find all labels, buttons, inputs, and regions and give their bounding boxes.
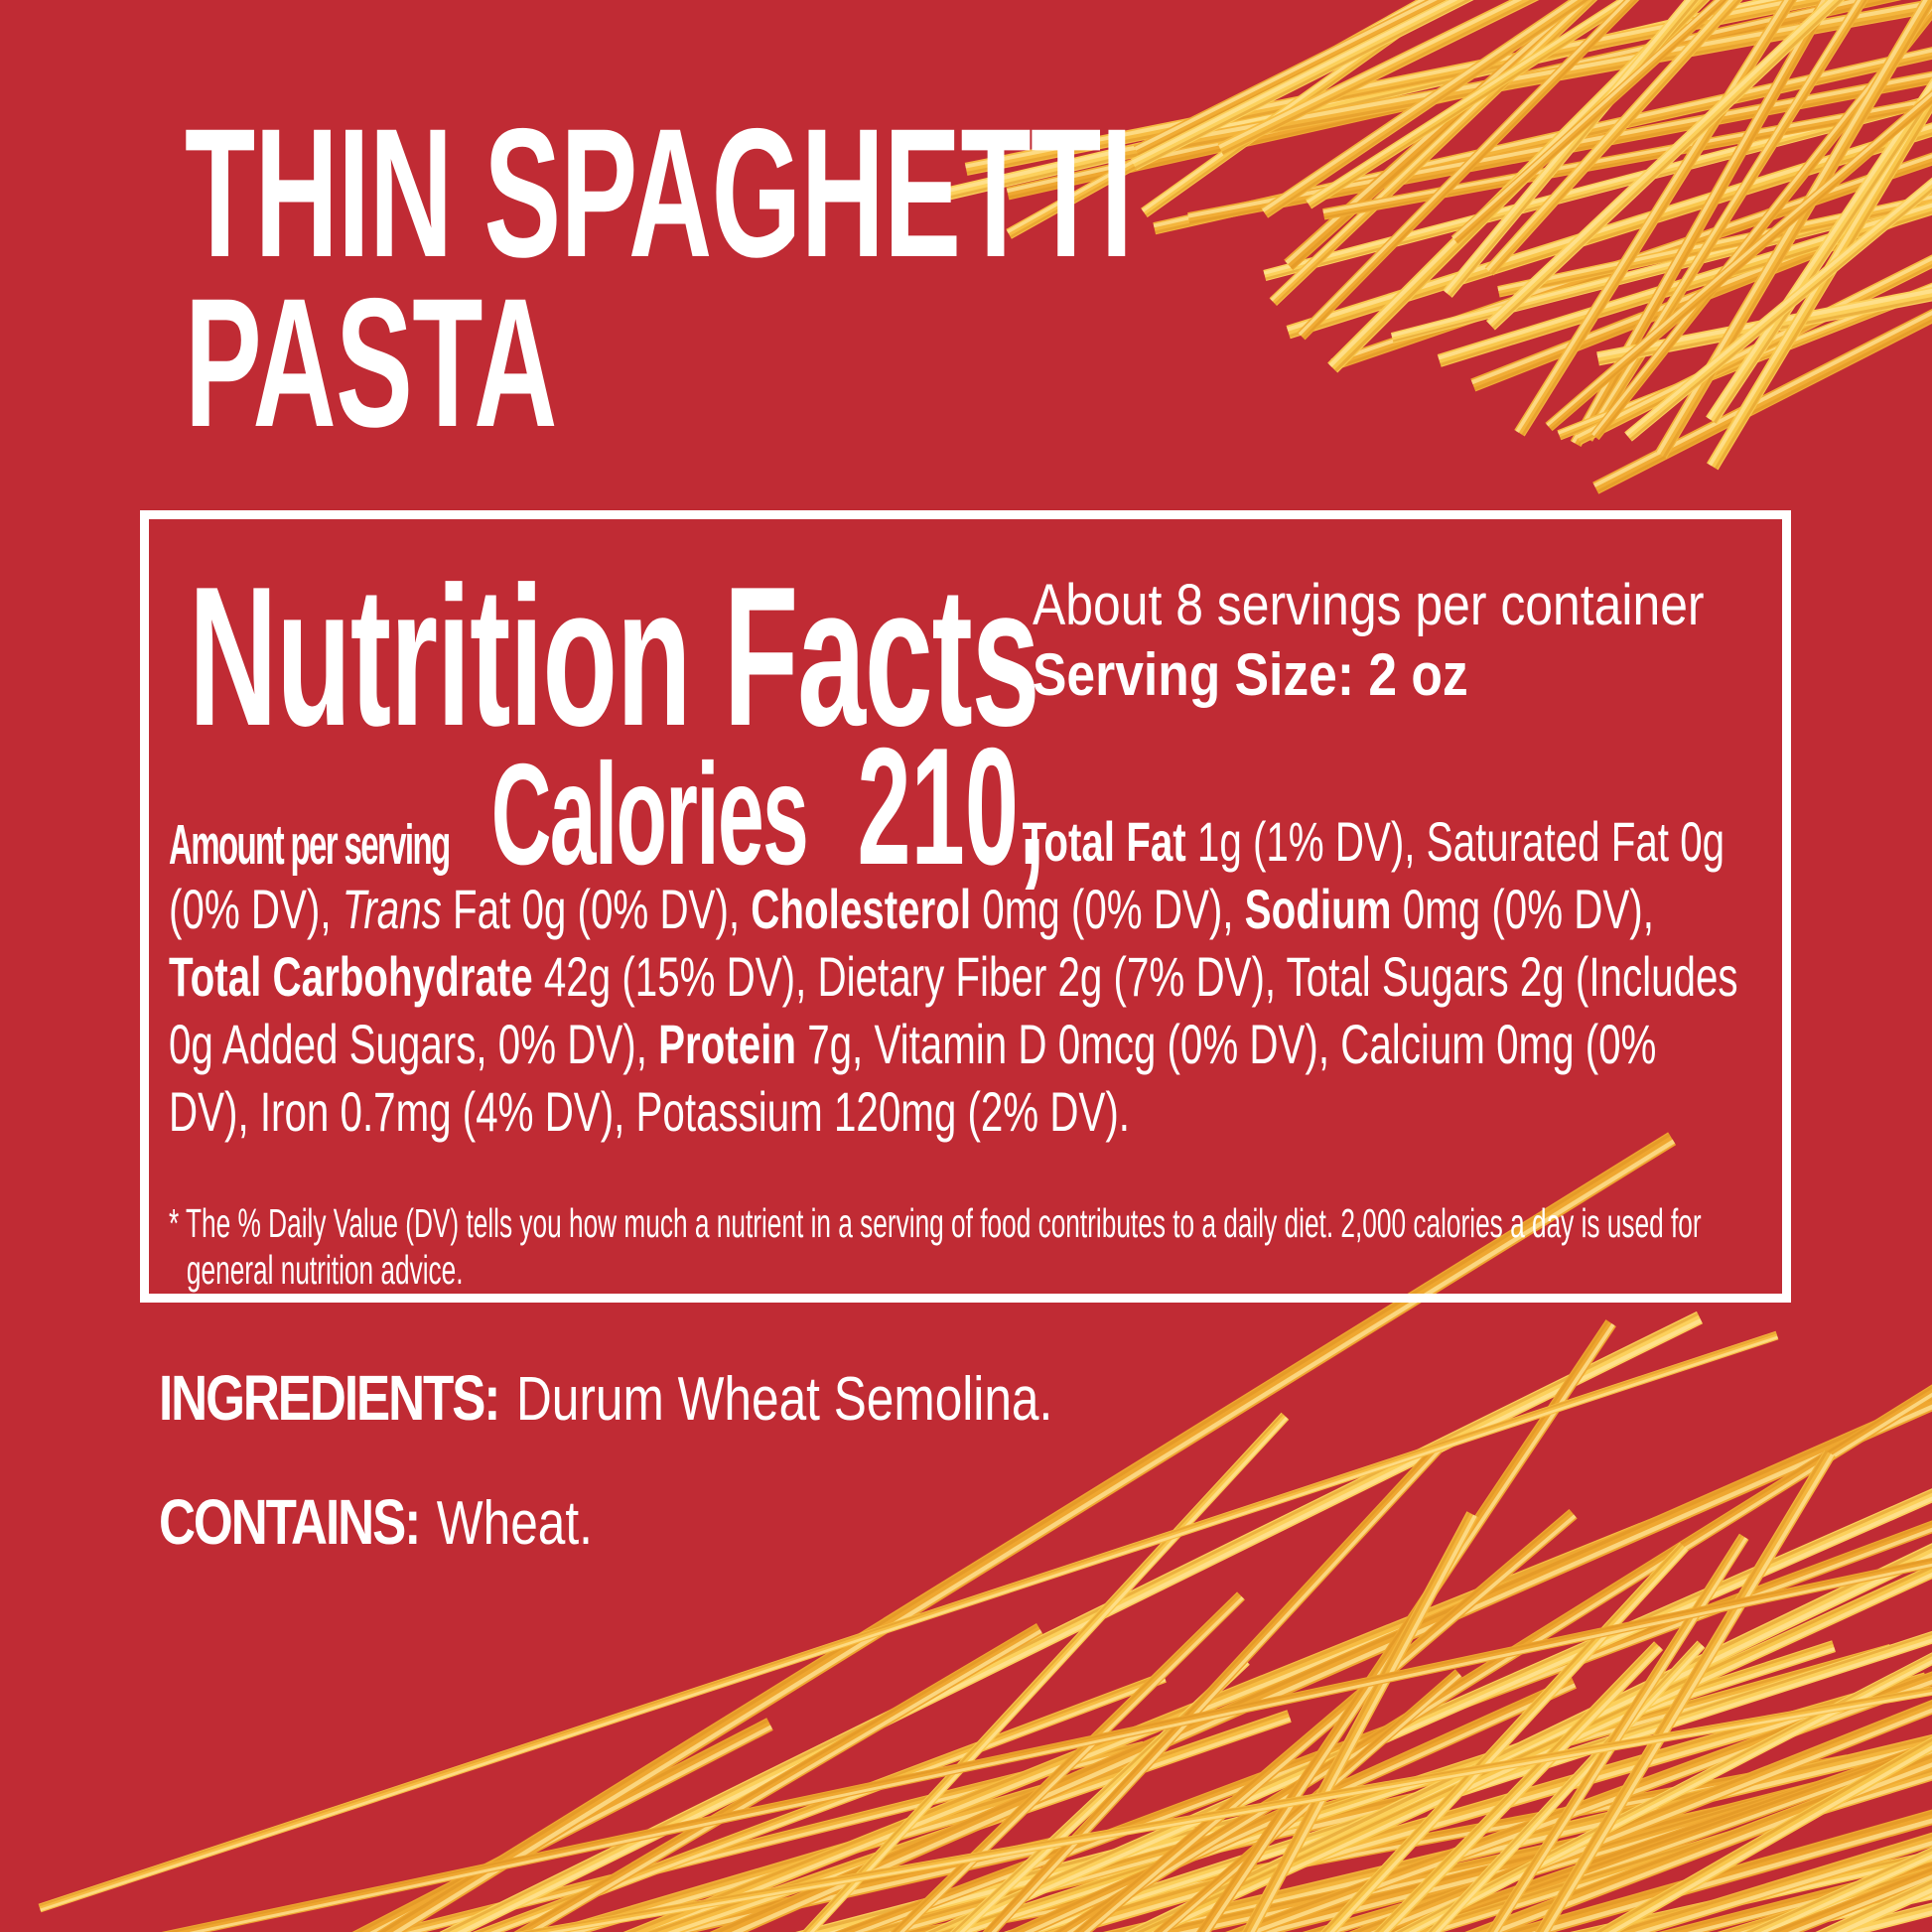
daily-value-footnote: * The % Daily Value (DV) tells you how m… <box>169 1200 1702 1293</box>
calories-line: Amount per serving Calories 210, <box>169 723 1045 890</box>
nutrition-facts-panel: Nutrition Facts About 8 servings per con… <box>140 510 1791 1303</box>
product-title: THIN SPAGHETTI PASTA <box>185 91 1689 466</box>
spaghetti-bundle-top-right <box>947 0 1932 494</box>
servings-per-container: About 8 servings per container <box>1033 573 1705 637</box>
amount-per-serving-label: Amount per serving <box>169 813 451 877</box>
contains-value: Wheat. <box>436 1489 593 1558</box>
calories-word: Calories <box>490 734 809 895</box>
serving-info: About 8 servings per container Serving S… <box>1033 575 1814 708</box>
nutrition-facts-heading: Nutrition Facts <box>189 546 1040 767</box>
nutrition-summary-paragraph: Total Fat 1g (1% DV), Saturated Fat 0g (… <box>169 810 1738 1143</box>
contains-label: CONTAINS: <box>159 1486 421 1558</box>
title-line-1: THIN SPAGHETTI <box>185 91 1133 296</box>
ingredients-label: INGREDIENTS: <box>159 1362 500 1434</box>
spaghetti-bundle-bottom-right <box>38 1132 1932 1932</box>
calories-value: 210, <box>857 713 1046 899</box>
ingredients-value: Durum Wheat Semolina. <box>515 1365 1053 1434</box>
ingredients-line: INGREDIENTS: Durum Wheat Semolina. <box>159 1363 1052 1435</box>
serving-size: Serving Size: 2 oz <box>1033 641 1468 708</box>
contains-line: CONTAINS: Wheat. <box>159 1487 593 1559</box>
title-line-2: PASTA <box>185 261 557 466</box>
